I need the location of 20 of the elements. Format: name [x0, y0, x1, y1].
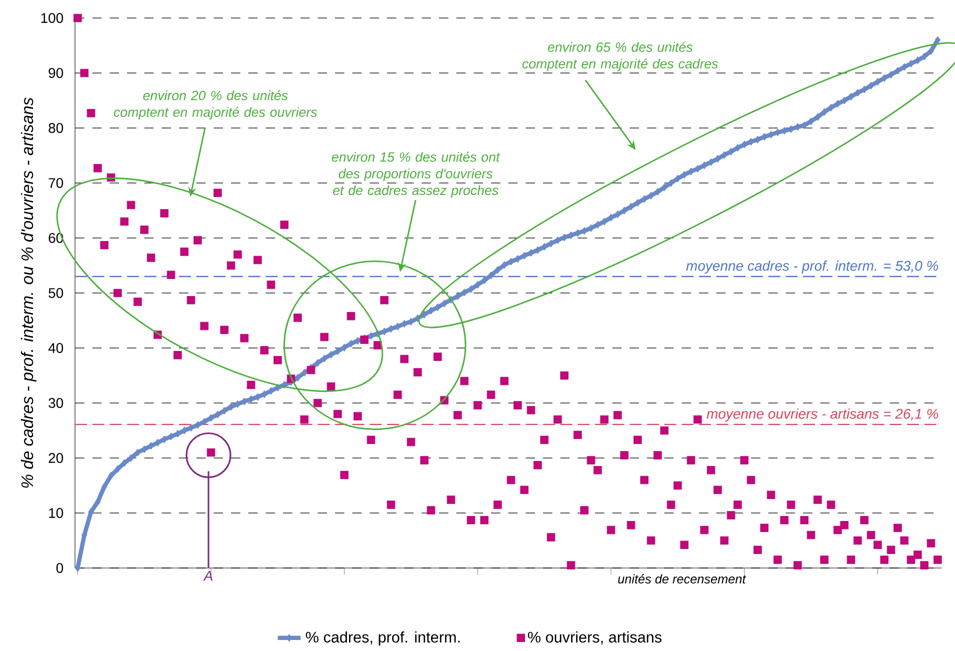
y-tick-label: 30: [48, 398, 64, 408]
ref-line-label: moyenne cadres - prof. interm. = 53,0 %: [686, 260, 938, 274]
y-tick-label: 10: [49, 508, 64, 518]
y-tick-label: 80: [48, 123, 64, 133]
y-tick-label: 70: [48, 178, 64, 188]
legend-label: % ouvriers, artisans: [528, 631, 662, 644]
ref-line-label: moyenne ouvriers - artisans = 26,1 %: [706, 408, 938, 422]
y-tick-label: 90: [48, 68, 64, 78]
y-axis-title: % de cadres - prof. interm. ou % d'ouvriers - artisans: [20, 98, 36, 488]
y-tick-label: 40: [48, 343, 64, 353]
x-axis-title: unités de recensement: [618, 574, 746, 584]
legend-label: % cadres, prof. interm.: [306, 631, 460, 646]
y-tick-label: 100: [41, 13, 64, 23]
annotation: environ 20 % des unités comptent en majorité des ouvriers: [114, 90, 317, 120]
y-tick-label: 20: [48, 453, 64, 463]
y-tick-label: 0: [56, 563, 64, 573]
y-tick-label: 50: [48, 288, 64, 298]
text: A: [203, 570, 212, 581]
annotation: environ 65 % des unités comptent en majorité des cadres: [522, 42, 718, 72]
annotation: environ 15 % des unités ont des proportions d'ouvriers et de cadres assez proches: [332, 152, 500, 198]
